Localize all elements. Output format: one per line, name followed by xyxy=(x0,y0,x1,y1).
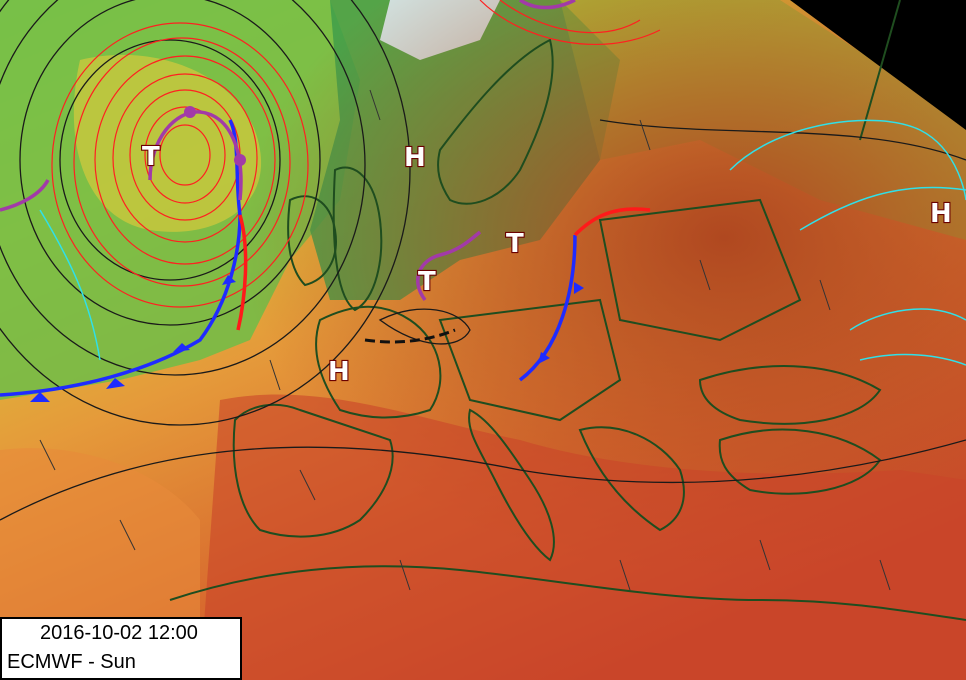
map-info-box: 2016-10-02 12:00 ECMWF - Sun xyxy=(0,617,242,680)
isobar xyxy=(0,439,966,521)
isobars xyxy=(0,0,966,521)
occluded-front-west xyxy=(0,179,50,212)
isotherm xyxy=(94,55,276,265)
high-pressure-label: H xyxy=(404,143,426,173)
occluded-front-europe xyxy=(416,230,482,302)
isotherm xyxy=(112,73,258,243)
isobar xyxy=(0,0,366,376)
russia-border xyxy=(859,0,901,141)
turkey-outline xyxy=(718,428,882,495)
isotherms-cold xyxy=(39,119,966,366)
wind-barb xyxy=(619,559,631,591)
isobar xyxy=(599,119,966,161)
isotherm xyxy=(39,209,101,361)
isotherm xyxy=(51,22,309,308)
wind-barb xyxy=(819,279,831,311)
wind-barb xyxy=(879,559,891,591)
cold-front-triangle xyxy=(106,378,125,389)
valid-time-label: 2016-10-02 12:00 xyxy=(40,622,198,644)
cold-front-triangle xyxy=(222,275,236,285)
country-borders xyxy=(169,0,966,621)
isotherm xyxy=(499,0,641,34)
isotherm xyxy=(479,0,661,46)
occluded-front-north xyxy=(519,0,576,10)
isotherm xyxy=(849,308,966,331)
cold-front-triangle xyxy=(30,392,50,402)
france-outline xyxy=(315,305,442,419)
occluded-front-marker xyxy=(184,106,196,118)
cold-front-atlantic xyxy=(0,119,242,397)
italy-outline xyxy=(468,408,555,562)
iberia-outline xyxy=(232,403,394,538)
warm-front-europe xyxy=(573,207,651,237)
cold-front-triangle xyxy=(173,343,190,352)
wind-barb xyxy=(639,119,651,151)
isobar xyxy=(0,0,411,426)
wind-barb xyxy=(119,519,136,551)
wind-barb xyxy=(39,439,56,471)
central-europe-borders xyxy=(438,298,622,422)
warm-front-atlantic xyxy=(236,214,248,331)
high-pressure-label: H xyxy=(328,357,350,387)
balkans-outline xyxy=(578,426,685,532)
great-britain-outline xyxy=(332,166,383,312)
pressure-centers: T T T H H H xyxy=(141,141,953,388)
wind-barb xyxy=(759,539,771,571)
weather-fronts xyxy=(0,0,651,402)
low-pressure-label: T xyxy=(142,142,160,172)
isotherm xyxy=(859,353,966,366)
low-pressure-label: T xyxy=(506,229,524,259)
ireland-outline xyxy=(287,195,337,287)
wind-barb xyxy=(369,89,381,121)
isotherm xyxy=(799,186,966,231)
black-sea-outline xyxy=(698,365,882,425)
cold-front-triangle xyxy=(538,352,550,364)
occluded-front-marker xyxy=(234,154,246,166)
cold-front-triangle xyxy=(574,282,584,294)
trough-line xyxy=(364,328,456,344)
model-label: ECMWF - Sun xyxy=(7,651,136,673)
wind-barb xyxy=(299,469,316,501)
isobar xyxy=(59,39,281,281)
cold-front-europe xyxy=(518,234,577,382)
isotherm xyxy=(144,106,226,204)
isotherm xyxy=(729,119,966,201)
high-pressure-label: H xyxy=(930,199,952,229)
wind-barbs xyxy=(39,89,891,591)
wind-barb xyxy=(699,259,711,291)
isotherm xyxy=(73,37,291,287)
isotherm xyxy=(159,124,211,186)
wind-barb xyxy=(269,359,281,391)
low-pressure-label: T xyxy=(418,267,436,297)
scandinavia-outline xyxy=(437,38,554,205)
north-africa-coast xyxy=(169,565,966,621)
isobar xyxy=(19,0,321,326)
eastern-europe-borders xyxy=(598,198,802,342)
no-data-corner xyxy=(790,0,966,130)
wind-barb xyxy=(399,559,411,591)
